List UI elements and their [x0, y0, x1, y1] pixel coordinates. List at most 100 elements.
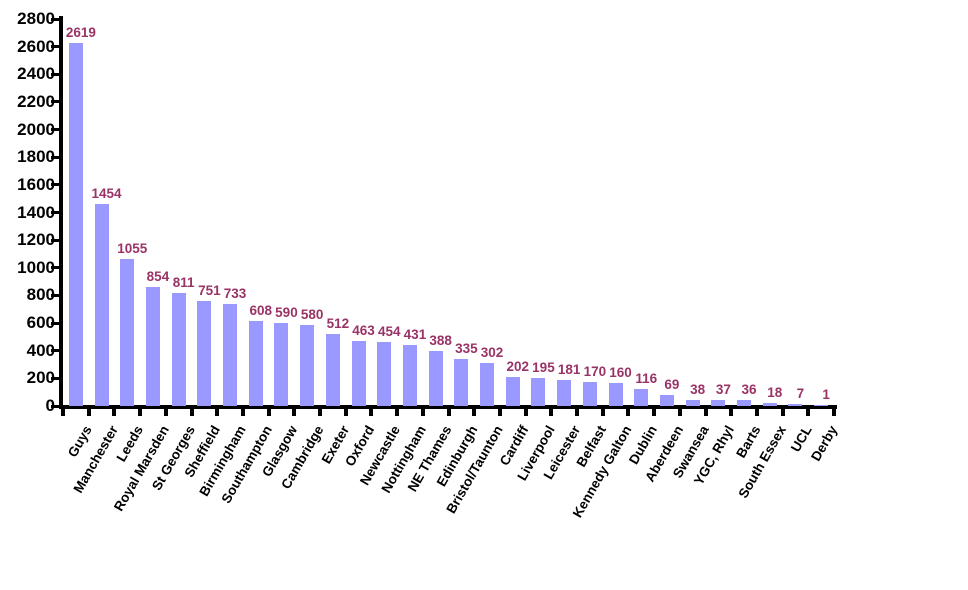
- y-axis-tick: [51, 266, 63, 270]
- bar-value-label: 1454: [91, 186, 122, 201]
- x-axis-tick: [112, 409, 117, 416]
- y-axis-tick-label: 800: [26, 285, 55, 305]
- y-axis-tick-label: 1000: [17, 257, 55, 277]
- y-axis-tick: [51, 183, 63, 187]
- bar-value-label: 170: [583, 364, 607, 379]
- y-axis-tick-label: 1200: [17, 230, 55, 250]
- bar: [351, 341, 366, 406]
- y-axis-tick-label: 400: [26, 340, 55, 360]
- x-axis-tick: [318, 409, 322, 416]
- bar: [788, 404, 803, 406]
- x-axis-tick: [677, 409, 682, 416]
- bar: [685, 400, 700, 406]
- bar-value-label: 302: [480, 345, 504, 360]
- bar: [171, 293, 186, 406]
- bar-value-label: 18: [767, 385, 783, 400]
- x-axis-tick: [395, 409, 400, 416]
- x-axis-tick: [523, 409, 528, 416]
- x-axis-tick: [369, 409, 374, 416]
- bar: [737, 400, 752, 406]
- x-axis-tick: [729, 409, 734, 416]
- x-axis-tick: [189, 409, 194, 416]
- bar: [505, 377, 520, 406]
- bar: [634, 389, 649, 406]
- x-axis-tick: [780, 409, 785, 416]
- bar: [711, 400, 726, 406]
- bar-value-label: 1: [822, 387, 830, 402]
- x-axis-tick: [652, 409, 657, 416]
- bar-value-label: 36: [741, 382, 757, 397]
- bar: [608, 383, 623, 406]
- y-axis-tick-label: 1600: [17, 174, 55, 194]
- x-axis-tick: [61, 409, 65, 416]
- y-axis-tick: [51, 17, 63, 21]
- x-axis-tick: [240, 409, 245, 416]
- y-axis-tick: [51, 238, 63, 242]
- bar-value-label: 608: [249, 303, 273, 318]
- bar-value-label: 454: [377, 324, 401, 339]
- y-axis-tick: [51, 128, 63, 132]
- bar-value-label: 733: [223, 286, 247, 301]
- bar: [531, 378, 546, 406]
- bar-value-label: 751: [198, 283, 221, 298]
- x-axis-tick: [163, 409, 168, 416]
- y-axis-tick-label: 1800: [17, 147, 55, 167]
- x-axis-tick: [266, 409, 271, 416]
- bar-value-label: 388: [429, 333, 452, 348]
- y-axis-tick-label: 2600: [17, 36, 55, 56]
- y-axis-tick-label: 2800: [17, 9, 55, 28]
- x-axis-tick: [138, 409, 143, 416]
- y-axis-tick-label: 2400: [17, 64, 55, 84]
- bar-value-label: 116: [635, 371, 658, 386]
- bar-value-label: 854: [146, 269, 170, 284]
- bar: [402, 345, 417, 406]
- y-axis-tick: [51, 72, 63, 76]
- x-axis-tick: [600, 409, 605, 416]
- y-axis-tick: [51, 293, 63, 297]
- bar-value-label: 590: [275, 305, 298, 320]
- bar: [68, 43, 83, 406]
- y-axis-tick: [51, 349, 63, 353]
- x-axis-tick: [703, 409, 708, 416]
- bar: [325, 334, 340, 406]
- y-axis-tick: [51, 404, 63, 408]
- y-axis-tick-label: 600: [26, 313, 55, 333]
- x-axis-tick: [292, 409, 297, 416]
- bar-value-label: 431: [403, 327, 427, 342]
- x-axis-tick: [472, 409, 477, 416]
- y-axis-tick-label: 2200: [17, 91, 55, 111]
- y-axis-tick-label: 2000: [17, 119, 55, 139]
- x-axis-tick: [497, 409, 502, 416]
- x-axis-tick: [806, 409, 811, 416]
- bar-value-label: 202: [506, 359, 530, 374]
- y-axis-tick-label: 1400: [17, 202, 55, 222]
- bar-value-label: 1055: [117, 241, 148, 256]
- bar: [557, 380, 572, 406]
- bar: [248, 321, 263, 406]
- x-axis-line: [59, 405, 837, 409]
- bar: [480, 363, 495, 406]
- x-axis-tick: [446, 409, 451, 416]
- bar-value-label: 580: [300, 307, 324, 322]
- bar: [659, 395, 674, 406]
- bar: [454, 359, 469, 406]
- bar: [428, 351, 443, 406]
- bar: [223, 304, 238, 406]
- bar: [582, 382, 597, 406]
- y-axis-tick: [51, 155, 63, 159]
- bar-value-label: 160: [609, 365, 632, 380]
- bar: [814, 405, 829, 406]
- y-axis-tick: [51, 321, 63, 325]
- y-axis-tick: [51, 100, 63, 104]
- bar-value-label: 195: [532, 360, 555, 375]
- bar: [377, 342, 392, 406]
- bar: [762, 403, 777, 406]
- bar-value-label: 7: [796, 386, 805, 401]
- x-axis-tick: [343, 409, 348, 416]
- bar-value-label: 38: [690, 382, 706, 397]
- bar-value-label: 37: [715, 382, 731, 397]
- x-axis-tick: [420, 409, 425, 416]
- y-axis-tick: [51, 45, 63, 49]
- bar-value-label: 463: [352, 323, 375, 338]
